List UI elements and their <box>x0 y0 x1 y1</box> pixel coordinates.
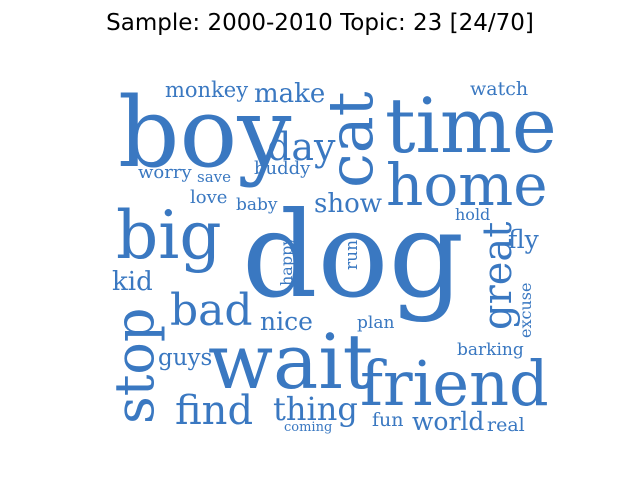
word-real: real <box>487 414 525 436</box>
word-make: make <box>254 79 325 109</box>
word-excuse: excuse <box>516 283 535 338</box>
word-save: save <box>197 168 231 186</box>
word-fun: fun <box>372 409 404 431</box>
word-cat: cat <box>314 91 387 188</box>
word-run: run <box>342 240 362 270</box>
word-guys: guys <box>158 345 212 371</box>
word-big: big <box>116 197 222 274</box>
word-worry: worry <box>138 162 192 183</box>
word-love: love <box>190 187 227 208</box>
word-wait: wait <box>208 317 373 406</box>
word-boy: boy <box>118 77 291 189</box>
word-fly: fly <box>508 225 540 254</box>
word-bad: bad <box>170 285 253 336</box>
word-show: show <box>314 189 382 219</box>
word-home: home <box>386 151 548 219</box>
word-baby: baby <box>236 195 278 215</box>
word-coming: coming <box>284 420 332 435</box>
word-friend: friend <box>360 347 549 420</box>
word-barking: barking <box>457 340 524 360</box>
word-happy: happy <box>277 237 296 286</box>
word-time: time <box>385 81 557 170</box>
word-find: find <box>175 388 253 434</box>
word-day: day <box>267 125 336 169</box>
word-nice: nice <box>260 307 313 336</box>
word-monkey: monkey <box>165 78 248 102</box>
word-dog: dog <box>242 186 464 324</box>
word-watch: watch <box>470 78 528 100</box>
word-buddy: buddy <box>254 158 311 179</box>
word-thing: thing <box>273 390 358 428</box>
word-stop: stop <box>103 308 166 425</box>
word-world: world <box>412 407 484 436</box>
figure-title: Sample: 2000-2010 Topic: 23 [24/70] <box>106 10 534 36</box>
word-plan: plan <box>357 313 394 333</box>
word-hold: hold <box>455 205 490 224</box>
word-kid: kid <box>112 267 153 297</box>
word-great: great <box>475 222 521 330</box>
